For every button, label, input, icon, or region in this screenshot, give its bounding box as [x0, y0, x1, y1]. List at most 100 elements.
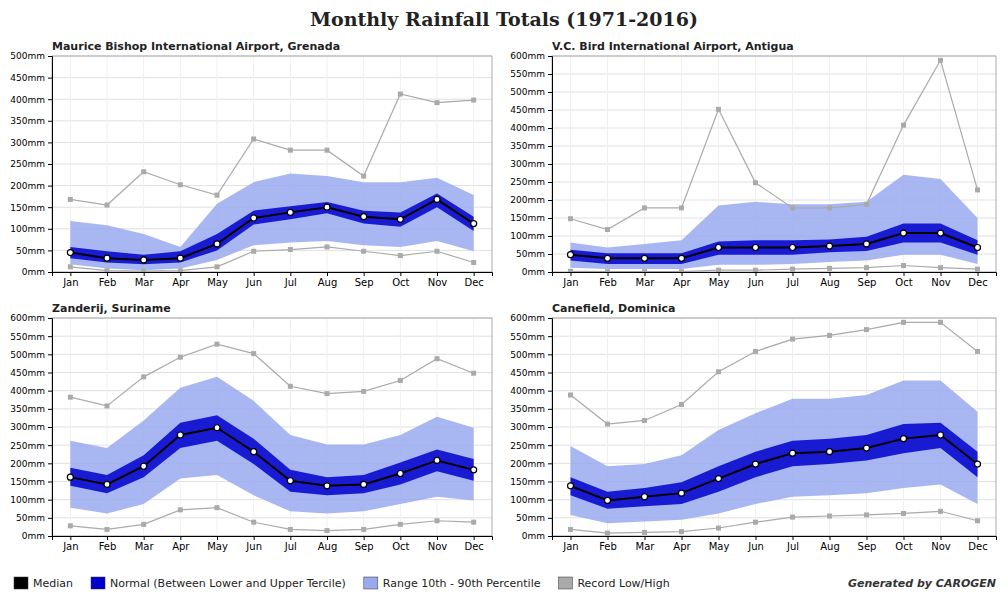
- y-tick-mark: [48, 391, 52, 392]
- marker: [141, 169, 146, 174]
- legend-swatch: [14, 577, 28, 589]
- x-tick-mark: [144, 272, 145, 276]
- x-tick: Oct: [392, 536, 409, 552]
- x-tick-label: Dec: [464, 277, 483, 288]
- marker: [864, 445, 870, 451]
- marker: [67, 474, 73, 480]
- y-tick-mark: [548, 427, 552, 428]
- x-tick-label: Apr: [673, 277, 691, 288]
- marker: [753, 461, 759, 467]
- y-tick-label: 450mm: [510, 368, 545, 378]
- y-tick-mark: [548, 128, 552, 129]
- y-tick-mark: [48, 229, 52, 230]
- x-grid-line: [644, 56, 645, 272]
- y-tick-mark: [48, 373, 52, 374]
- x-tick-mark: [180, 272, 181, 276]
- x-tick-label: Jan: [562, 541, 578, 552]
- marker: [324, 204, 330, 210]
- y-tick-label: 250mm: [10, 441, 45, 451]
- y-grid-line: [552, 336, 996, 337]
- y-axis: 0mm50mm100mm150mm200mm250mm300mm350mm400…: [10, 51, 52, 277]
- x-tick-mark: [645, 536, 646, 540]
- plot-frame: [52, 318, 492, 536]
- y-tick-label: 0mm: [22, 531, 45, 541]
- x-tick-mark: [364, 272, 365, 276]
- x-grid-line: [607, 56, 608, 272]
- x-tick: Dec: [968, 536, 987, 552]
- x-axis-line: [53, 273, 493, 277]
- y-grid-line: [52, 372, 492, 373]
- marker: [938, 58, 943, 63]
- x-tick-mark: [290, 272, 291, 276]
- x-tick: Feb: [99, 536, 117, 552]
- x-tick-mark: [719, 536, 720, 540]
- x-tick-mark: [70, 272, 71, 276]
- marker: [435, 356, 440, 361]
- marker: [471, 98, 476, 103]
- legend-swatch: [91, 577, 105, 589]
- y-tick-label: 350mm: [10, 116, 45, 126]
- marker: [864, 512, 869, 517]
- marker: [938, 432, 944, 438]
- y-tick-mark: [48, 272, 52, 273]
- x-tick-mark: [830, 536, 831, 540]
- y-tick: 500mm: [510, 87, 552, 97]
- marker: [901, 320, 906, 325]
- legend-swatch: [364, 577, 378, 589]
- marker: [215, 264, 220, 269]
- x-tick-label: Jan: [62, 541, 78, 552]
- x-tick-label: Sep: [355, 277, 374, 288]
- x-tick-label: Jul: [786, 541, 799, 552]
- band: [70, 415, 473, 495]
- y-tick-label: 450mm: [510, 105, 545, 115]
- marker: [177, 255, 183, 261]
- marker: [361, 249, 366, 254]
- x-tick: Aug: [820, 272, 840, 288]
- y-tick-mark: [48, 164, 52, 165]
- marker: [827, 333, 832, 338]
- marker: [642, 530, 647, 535]
- y-tick-label: 150mm: [10, 203, 45, 213]
- y-tick-label: 300mm: [10, 422, 45, 432]
- marker: [605, 497, 611, 503]
- y-grid-line: [552, 92, 996, 93]
- x-tick-label: Mar: [636, 277, 656, 288]
- y-tick-mark: [548, 463, 552, 464]
- y-tick: 200mm: [510, 195, 552, 205]
- y-tick-mark: [48, 482, 52, 483]
- marker: [471, 371, 476, 376]
- y-tick: 200mm: [510, 459, 552, 469]
- band: [70, 174, 473, 271]
- plot-frame: [52, 56, 492, 272]
- y-tick-mark: [548, 146, 552, 147]
- x-tick-mark: [682, 272, 683, 276]
- marker: [435, 518, 440, 523]
- marker: [288, 148, 293, 153]
- marker: [605, 269, 610, 272]
- x-tick: Sep: [355, 536, 374, 552]
- y-tick-label: 450mm: [10, 368, 45, 378]
- y-tick-label: 0mm: [22, 267, 45, 277]
- y-tick: 550mm: [510, 69, 552, 79]
- marker: [68, 523, 73, 528]
- y-tick: 300mm: [510, 159, 552, 169]
- y-tick-label: 600mm: [510, 51, 545, 61]
- line: [70, 199, 473, 259]
- y-tick-label: 350mm: [510, 404, 545, 414]
- x-tick: Apr: [172, 272, 190, 288]
- marker: [605, 255, 611, 261]
- x-tick-mark: [793, 536, 794, 540]
- marker: [288, 527, 293, 532]
- legend-item: Normal (Between Lower and Upper Tercile): [91, 577, 346, 590]
- x-tick-mark: [608, 272, 609, 276]
- x-tick-mark: [571, 536, 572, 540]
- y-tick: 600mm: [510, 51, 552, 61]
- y-tick: 300mm: [510, 422, 552, 432]
- x-tick: Sep: [355, 272, 374, 288]
- y-tick-mark: [48, 142, 52, 143]
- x-tick-label: Aug: [820, 277, 840, 288]
- y-tick-mark: [48, 518, 52, 519]
- x-grid-line: [473, 318, 474, 536]
- x-tick: Jun: [747, 536, 764, 552]
- marker: [716, 369, 721, 374]
